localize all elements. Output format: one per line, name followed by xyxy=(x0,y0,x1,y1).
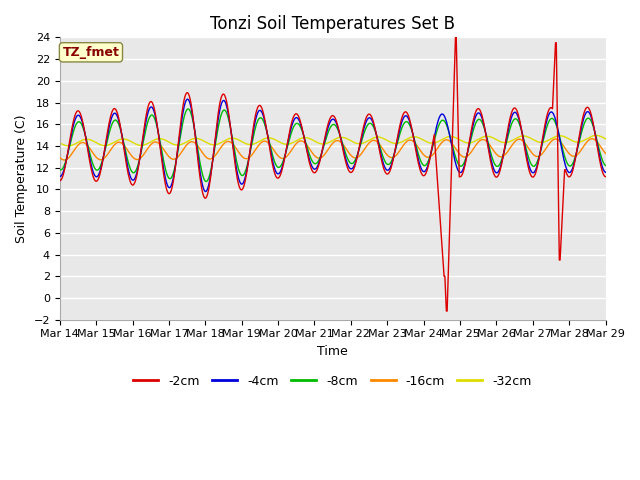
X-axis label: Time: Time xyxy=(317,345,348,358)
Y-axis label: Soil Temperature (C): Soil Temperature (C) xyxy=(15,114,28,243)
Text: TZ_fmet: TZ_fmet xyxy=(63,46,120,59)
Legend: -2cm, -4cm, -8cm, -16cm, -32cm: -2cm, -4cm, -8cm, -16cm, -32cm xyxy=(129,370,537,393)
Title: Tonzi Soil Temperatures Set B: Tonzi Soil Temperatures Set B xyxy=(210,15,455,33)
